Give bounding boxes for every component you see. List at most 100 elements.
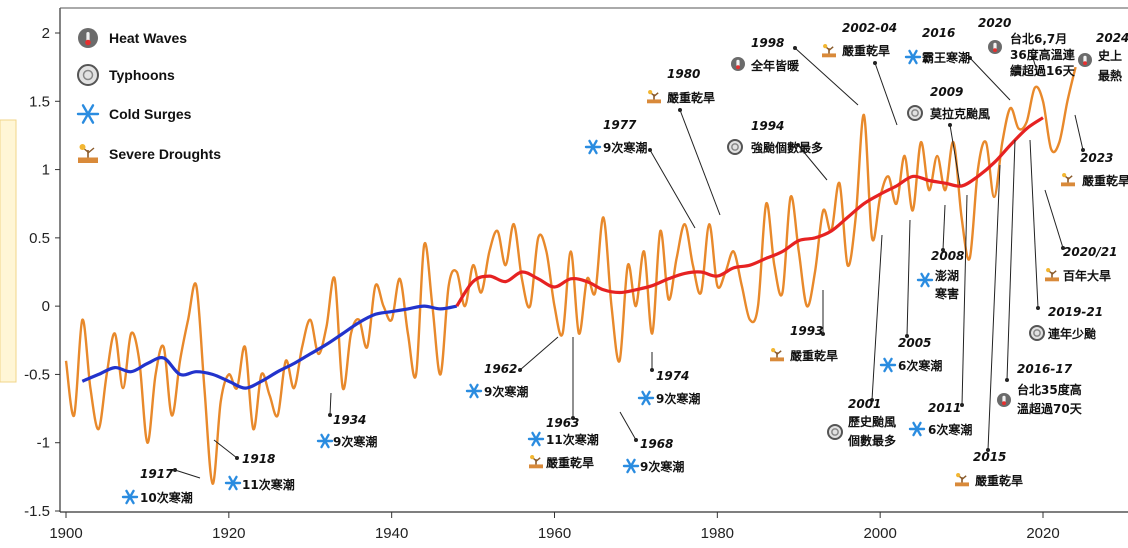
- annotation-dot: [873, 61, 877, 65]
- icon-core: [923, 278, 927, 282]
- annotation-dot: [1081, 148, 1085, 152]
- icon-bg: [827, 424, 843, 440]
- side-panel: [0, 119, 17, 383]
- typhoon-icon: [727, 139, 743, 155]
- icon-bg: [907, 105, 923, 121]
- legend-label: Cold Surges: [109, 106, 192, 122]
- y-tick-label: 1: [42, 162, 50, 179]
- annotation-desc-2: 最熱: [1098, 68, 1122, 83]
- annotation-leader: [174, 469, 201, 479]
- annotation-leader: [1029, 139, 1039, 309]
- snowflake-icon: [879, 357, 897, 373]
- annotation-desc: 10次寒潮: [140, 490, 193, 505]
- annotation-leader: [871, 234, 883, 401]
- annotation-desc: 6次寒潮: [928, 422, 972, 437]
- snowflake-icon: [121, 489, 139, 505]
- annotation-dot: [648, 148, 652, 152]
- annotation-year: 1980: [667, 67, 700, 81]
- annotation-1918: 1918 11次寒潮: [213, 439, 295, 492]
- annotation-2019-21: 2019-21 連年少颱: [1029, 139, 1103, 341]
- annotation-1974: 1974 9次寒潮: [637, 352, 700, 406]
- annotation-desc-2: 寒害: [934, 286, 959, 301]
- snowflake-icon: [637, 390, 655, 406]
- icon-stem: [993, 42, 997, 50]
- snowflake-icon: [622, 458, 640, 474]
- y-tick-label: -1.5: [24, 503, 50, 520]
- annotation-1993: 1993 嚴重乾旱: [770, 290, 838, 363]
- annotation-dot: [986, 448, 990, 452]
- annotation-1998: 1998 全年皆暖: [731, 36, 859, 106]
- annotation-leader: [1032, 57, 1039, 76]
- y-tick-label: 1.5: [29, 93, 50, 110]
- annotation-dot: [678, 108, 682, 112]
- icon-bulb: [1083, 61, 1087, 66]
- snowflake-icon: [584, 139, 602, 155]
- annotation-dot: [1031, 56, 1035, 60]
- annotation-dot: [796, 143, 800, 147]
- annotation-dot: [235, 456, 239, 460]
- annotation-desc: 嚴重乾旱: [975, 473, 1023, 488]
- annotation-year: 2016-17: [1017, 362, 1073, 376]
- icon-core: [323, 439, 327, 443]
- annotation-leader: [942, 204, 946, 251]
- annotation-leader: [1044, 189, 1064, 249]
- icon-core: [85, 111, 91, 117]
- annotation-desc: 9次寒潮: [656, 391, 700, 406]
- icon-stem: [736, 59, 740, 67]
- icon-stem: [1083, 55, 1087, 63]
- typhoon-icon: [907, 105, 923, 121]
- annotation-2009: 2009 莫拉克颱風: [907, 85, 990, 186]
- icon-eye: [831, 428, 839, 436]
- drought-icon: [770, 348, 784, 362]
- snowflake-icon: [224, 475, 242, 491]
- thermometer-icon: [78, 28, 98, 48]
- annotation-year: 2001: [848, 397, 881, 411]
- snowflake-icon: [908, 421, 926, 437]
- annotation-year: 2009: [930, 85, 963, 99]
- icon-sun: [771, 348, 776, 353]
- icon-sun: [79, 144, 86, 150]
- icon-core: [644, 396, 648, 400]
- annotation-leader: [969, 57, 1011, 101]
- annotation-dot: [1061, 246, 1065, 250]
- y-tick-label: 2: [42, 25, 50, 42]
- snowflake-icon: [465, 383, 483, 399]
- legend-label: Heat Waves: [109, 30, 187, 46]
- icon-bg: [1029, 325, 1045, 341]
- annotation-leader: [906, 219, 911, 337]
- annotation-dot: [571, 416, 575, 420]
- thermometer-icon: [1078, 53, 1092, 67]
- icon-ground: [955, 482, 969, 487]
- icon-ground: [1045, 277, 1059, 282]
- legend-label: Severe Droughts: [109, 146, 221, 162]
- icon-eye: [1033, 329, 1041, 337]
- x-tick-label: 2000: [863, 525, 896, 542]
- y-tick-label: 0: [42, 298, 50, 315]
- annotation-year: 2002-04: [842, 21, 897, 35]
- annotation-year: 1934: [333, 413, 366, 427]
- typhoon-icon: [827, 424, 843, 440]
- icon-core: [591, 145, 595, 149]
- annotation-desc: 嚴重乾旱: [1082, 173, 1128, 188]
- icon-bg: [77, 64, 99, 86]
- annotation-desc-2: 個數最多: [847, 433, 896, 448]
- annotation-1994: 1994 強颱個數最多: [727, 119, 828, 181]
- annotation-desc: 11次寒潮: [242, 477, 295, 492]
- icon-bulb: [1002, 401, 1006, 406]
- annotation-1917: 1917 10次寒潮: [121, 467, 201, 505]
- annotation-1962: 1962 9次寒潮: [465, 336, 559, 399]
- icon-sun: [823, 44, 828, 49]
- y-tick-label: -1: [37, 435, 50, 452]
- icon-sun: [1062, 173, 1067, 178]
- annotation-year: 1994: [751, 119, 784, 133]
- annotation-leader: [1006, 139, 1016, 381]
- icon-core: [915, 427, 919, 431]
- annotation-1968: 1968 9次寒潮: [619, 411, 684, 474]
- annotation-year: 1974: [656, 369, 689, 383]
- annotation-dot: [518, 368, 522, 372]
- annotation-year: 2023: [1080, 151, 1113, 165]
- annotation-year: 1968: [640, 437, 673, 451]
- annotation-desc: 嚴重乾旱: [842, 43, 890, 58]
